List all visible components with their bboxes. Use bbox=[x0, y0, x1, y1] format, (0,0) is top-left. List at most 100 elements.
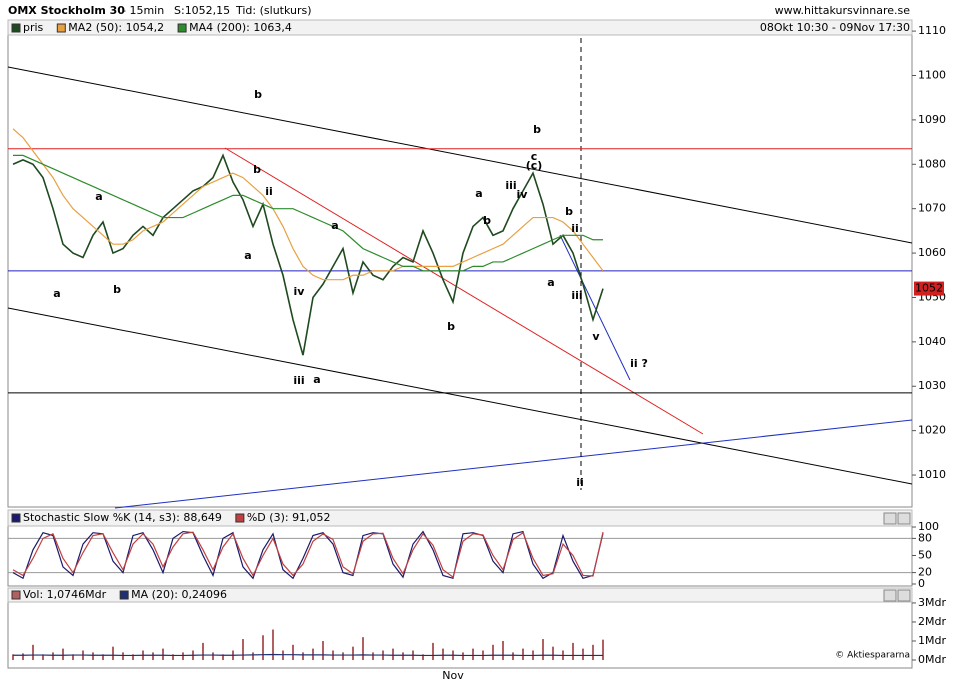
volume-bar bbox=[212, 652, 214, 661]
zoom-icon[interactable] bbox=[883, 589, 897, 602]
volume-bar bbox=[592, 644, 594, 661]
y-tick-label: 1080 bbox=[918, 157, 946, 170]
trend-line bbox=[114, 419, 913, 509]
volume-bar bbox=[602, 639, 604, 661]
y-tick-label: 1100 bbox=[918, 68, 946, 81]
volume-bar bbox=[492, 644, 494, 661]
wave-label: a bbox=[53, 287, 60, 300]
volume-bar bbox=[352, 646, 354, 661]
price-marker bbox=[914, 281, 944, 296]
legend-label: MA (20): 0,24096 bbox=[131, 588, 227, 601]
volume-bar bbox=[502, 640, 504, 661]
trend-lines bbox=[7, 38, 913, 509]
time-info: Tid: (slutkurs) bbox=[235, 4, 312, 17]
price-marker-label: 1052 bbox=[915, 282, 943, 295]
y-tick-label: 1Mdr bbox=[918, 634, 946, 647]
legend-bar bbox=[7, 509, 913, 527]
volume-bar bbox=[292, 644, 294, 661]
volume-bar bbox=[152, 652, 154, 661]
volume-bar bbox=[182, 652, 184, 661]
wave-label: b bbox=[565, 205, 573, 218]
wave-label: a bbox=[95, 190, 102, 203]
volume-bar bbox=[172, 654, 174, 661]
y-tick-label: 1040 bbox=[918, 335, 946, 348]
wave-label: b bbox=[254, 88, 262, 101]
legend-swatch bbox=[56, 23, 66, 33]
legend-label: pris bbox=[23, 21, 44, 34]
series-line bbox=[12, 153, 604, 356]
y-tick-label: 2Mdr bbox=[918, 615, 946, 628]
volume-bar bbox=[72, 654, 74, 661]
legend-swatch bbox=[11, 513, 21, 523]
volume-bar bbox=[322, 640, 324, 661]
volume-bar bbox=[122, 652, 124, 661]
volume-bar bbox=[132, 654, 134, 661]
legend-swatch bbox=[11, 23, 21, 33]
interval: - 15min bbox=[122, 4, 164, 17]
volume-bar bbox=[472, 648, 474, 661]
legend-label: %D (3): 91,052 bbox=[247, 511, 331, 524]
wave-label: ii bbox=[571, 222, 579, 235]
series-line bbox=[13, 154, 603, 272]
volume-bar bbox=[442, 648, 444, 661]
y-tick-label: 1020 bbox=[918, 424, 946, 437]
volume-bar bbox=[462, 652, 464, 661]
volume-bar bbox=[222, 654, 224, 661]
wave-label: c bbox=[531, 150, 538, 163]
volume-bar bbox=[572, 642, 574, 661]
volume-bar bbox=[542, 639, 544, 661]
y-tick-label: 3Mdr bbox=[918, 596, 946, 609]
volume-bar bbox=[392, 648, 394, 661]
wave-label: b bbox=[447, 320, 455, 333]
volume-bar bbox=[552, 646, 554, 661]
chart-title: OMX Stockholm 30 bbox=[8, 4, 125, 17]
legend-label: Vol: 1,0746Mdr bbox=[23, 588, 107, 601]
wave-label: (c) bbox=[526, 159, 543, 172]
source: © Aktiespararna bbox=[835, 651, 910, 661]
wave-label: a bbox=[244, 249, 251, 262]
volume-bar bbox=[22, 653, 24, 661]
y-tick-label: 50 bbox=[918, 549, 932, 562]
volume-bar bbox=[62, 648, 64, 661]
volume-bar bbox=[432, 642, 434, 661]
close-icon[interactable] bbox=[897, 589, 911, 602]
volume-bar bbox=[112, 646, 114, 661]
series-line bbox=[13, 653, 603, 657]
legend-swatch bbox=[119, 590, 129, 600]
wave-label: b bbox=[533, 123, 541, 136]
y-tick-label: 80 bbox=[918, 531, 932, 544]
wave-label: a bbox=[475, 187, 482, 200]
wave-label: v bbox=[592, 330, 600, 343]
trend-line bbox=[7, 66, 913, 244]
volume-bar bbox=[422, 654, 424, 661]
y-tick-label: 1060 bbox=[918, 246, 946, 259]
y-tick-label: 100 bbox=[918, 520, 939, 533]
zoom-icon[interactable] bbox=[883, 512, 897, 525]
wave-label: iii bbox=[505, 179, 516, 192]
volume-bar bbox=[262, 635, 264, 661]
wave-label: a bbox=[313, 373, 320, 386]
volume-bar bbox=[272, 629, 274, 661]
legend-bar bbox=[7, 587, 913, 603]
volume-bar bbox=[32, 644, 34, 661]
wave-label: iii bbox=[293, 374, 304, 387]
legend-swatch bbox=[235, 513, 245, 523]
y-tick-label: 1030 bbox=[918, 379, 946, 392]
y-tick-label: 1010 bbox=[918, 468, 946, 481]
close-icon[interactable] bbox=[897, 512, 911, 525]
y-tick-label: 0 bbox=[918, 577, 925, 590]
series-line bbox=[12, 128, 604, 281]
wave-label: iv bbox=[294, 285, 306, 298]
trend-line bbox=[224, 147, 704, 435]
legend-swatch bbox=[11, 590, 21, 600]
legend-label: Stochastic Slow %K (14, s3): 88,649 bbox=[23, 511, 222, 524]
wave-label: b bbox=[113, 283, 121, 296]
wave-label: a bbox=[331, 219, 338, 232]
date-range: 08Okt 10:30 - 09Nov 17:30 bbox=[760, 21, 910, 34]
volume-bar bbox=[92, 652, 94, 661]
trend-line bbox=[7, 307, 913, 485]
volume-bar bbox=[52, 652, 54, 661]
volume-bar bbox=[342, 652, 344, 661]
